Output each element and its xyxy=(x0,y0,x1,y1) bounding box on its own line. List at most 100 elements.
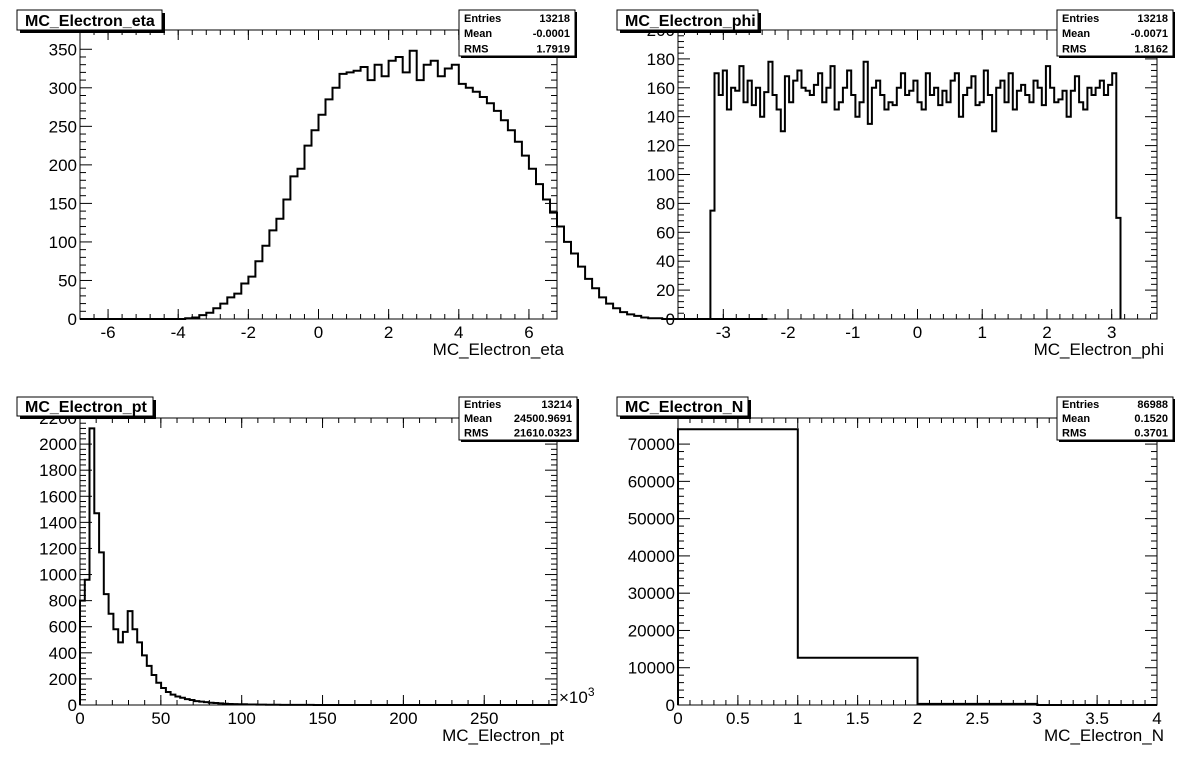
title-box xyxy=(616,9,759,31)
stats-value: 1.8162 xyxy=(1134,44,1168,56)
y-tick-label: 50000 xyxy=(628,510,675,529)
x-tick-label: 250 xyxy=(470,709,498,728)
stats-value: 13218 xyxy=(539,13,570,25)
stats-value: 0.1520 xyxy=(1134,413,1168,425)
histogram-panel-4: 0 10000 20000 30000 40000 50000 60000 70000 0 0.5… xyxy=(616,396,1175,745)
x-axis-title: MC_Electron_phi xyxy=(1034,340,1164,359)
stats-key: RMS xyxy=(1062,44,1086,56)
y-tick-label: 400 xyxy=(49,644,77,663)
histogram-title: MC_Electron_eta xyxy=(25,13,155,30)
y-tick-label: 200 xyxy=(49,156,77,175)
stats-value: 0.3701 xyxy=(1134,428,1168,440)
stats-key: Mean xyxy=(464,28,492,40)
stats-box xyxy=(1056,9,1174,57)
histogram-series xyxy=(677,428,1157,706)
stats-value: -0.0001 xyxy=(533,28,570,40)
y-tick-label: 160 xyxy=(647,79,675,98)
histogram-panel-2: 020406080100120140160180200-3-2-10123MC_… xyxy=(616,9,1175,359)
histogram-series xyxy=(79,427,557,706)
stats-box xyxy=(458,9,576,57)
y-tick-label: 20000 xyxy=(628,621,675,640)
y-tick-label: 80 xyxy=(656,194,675,213)
x-tick-label: 0 xyxy=(314,323,323,342)
stats-key: Entries xyxy=(1062,13,1099,25)
title-box xyxy=(16,9,163,31)
stats-key: Entries xyxy=(1062,399,1099,411)
histogram-series xyxy=(80,49,768,320)
x-tick-label: 4 xyxy=(1152,709,1161,728)
x-tick-label: -1 xyxy=(845,323,860,342)
stats-key: Entries xyxy=(464,13,501,25)
y-tick-label: 70000 xyxy=(628,435,675,454)
x-tick-label: 0 xyxy=(913,323,922,342)
y-tick-label: 40000 xyxy=(628,547,675,566)
stats-key: RMS xyxy=(464,428,488,440)
title-box xyxy=(16,396,154,417)
stats-value: 1.7919 xyxy=(536,44,570,56)
y-tick-label: 1000 xyxy=(39,566,77,585)
plot-frame xyxy=(79,29,558,320)
histogram-title: MC_Electron_phi xyxy=(625,13,756,30)
y-tick-label: 0 xyxy=(68,696,77,715)
x-tick-label: 0 xyxy=(673,709,682,728)
stats-key: Entries xyxy=(464,399,501,411)
y-tick-label: 600 xyxy=(49,618,77,637)
y-tick-label: 30000 xyxy=(628,584,675,603)
y-tick-label: 1800 xyxy=(39,461,77,480)
y-tick-label: 0 xyxy=(666,696,675,715)
y-tick-label: 0 xyxy=(68,310,77,329)
y-tick-label: 1400 xyxy=(39,513,77,532)
stats-box xyxy=(458,396,578,441)
y-tick-label: 2000 xyxy=(39,435,77,454)
y-tick-label: 60 xyxy=(656,223,675,242)
y-tick-label: 100 xyxy=(49,233,77,252)
x-tick-label: 4 xyxy=(454,323,463,342)
x-axis-title: MC_Electron_eta xyxy=(433,340,565,359)
x-tick-label: -3 xyxy=(716,323,731,342)
stats-box xyxy=(1056,396,1174,441)
x-axis-multiplier: ×103 xyxy=(559,685,595,707)
x-tick-label: 3 xyxy=(1033,709,1042,728)
x-tick-label: 50 xyxy=(151,709,170,728)
stats-value: 24500.9691 xyxy=(514,413,572,425)
stats-value: 86988 xyxy=(1137,399,1168,411)
y-tick-label: 250 xyxy=(49,117,77,136)
y-tick-label: 40 xyxy=(656,252,675,271)
y-tick-label: 150 xyxy=(49,194,77,213)
x-tick-label: 0.5 xyxy=(726,709,750,728)
y-tick-label: 200 xyxy=(49,670,77,689)
y-tick-label: 1200 xyxy=(39,539,77,558)
plot-frame xyxy=(79,417,558,706)
stats-key: Mean xyxy=(1062,28,1090,40)
stats-key: RMS xyxy=(464,44,488,56)
x-tick-label: -2 xyxy=(241,323,256,342)
y-tick-label: 120 xyxy=(647,137,675,156)
y-tick-label: 50 xyxy=(58,271,77,290)
histogram-panel-3: 0200400600800100012001400160018002000220… xyxy=(16,396,595,745)
x-tick-label: 1 xyxy=(793,709,802,728)
y-tick-label: 140 xyxy=(647,108,675,127)
x-tick-label: 1 xyxy=(977,323,986,342)
x-tick-label: 1.5 xyxy=(846,709,870,728)
y-tick-label: 1600 xyxy=(39,487,77,506)
x-tick-label: 0 xyxy=(75,709,84,728)
x-tick-label: 3.5 xyxy=(1085,709,1109,728)
x-tick-label: 6 xyxy=(524,323,533,342)
y-tick-label: 350 xyxy=(49,40,77,59)
x-tick-label: -4 xyxy=(171,323,186,342)
stats-key: Mean xyxy=(1062,413,1090,425)
stats-value: -0.0071 xyxy=(1131,28,1168,40)
x-tick-label: 2 xyxy=(384,323,393,342)
histogram-title: MC_Electron_N xyxy=(625,399,743,416)
y-tick-label: 10000 xyxy=(628,659,675,678)
x-tick-label: -2 xyxy=(780,323,795,342)
x-tick-label: 2 xyxy=(913,709,922,728)
y-tick-label: 300 xyxy=(49,79,77,98)
histogram-title: MC_Electron_pt xyxy=(25,399,147,416)
y-tick-label: 800 xyxy=(49,592,77,611)
x-axis-title: MC_Electron_N xyxy=(1044,726,1164,745)
stats-value: 13214 xyxy=(541,399,572,411)
x-tick-label: 2 xyxy=(1042,323,1051,342)
